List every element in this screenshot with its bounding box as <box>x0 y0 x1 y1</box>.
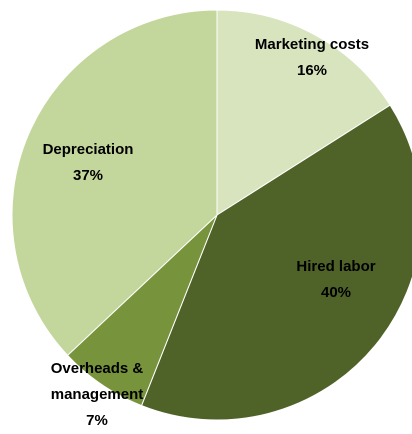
slice-label: Depreciation 37% <box>13 137 163 189</box>
pie-slice <box>140 104 412 421</box>
slice-value: 37% <box>72 167 104 184</box>
slice-value: 40% <box>320 284 352 301</box>
slice-label: Marketing costs 16% <box>222 32 402 84</box>
slice-value: 16% <box>296 62 328 79</box>
slice-label: Hired labor 40% <box>276 254 396 306</box>
slice-name: Depreciation <box>42 141 134 158</box>
slice-label: Overheads & management 7% <box>22 356 172 434</box>
pie-slice <box>11 9 218 357</box>
pie-slice <box>216 9 391 216</box>
slice-value: 7% <box>86 412 108 429</box>
slice-name: Marketing costs <box>254 36 370 53</box>
slice-name: Overheads & management <box>50 360 144 403</box>
slice-name: Hired labor <box>296 258 376 275</box>
